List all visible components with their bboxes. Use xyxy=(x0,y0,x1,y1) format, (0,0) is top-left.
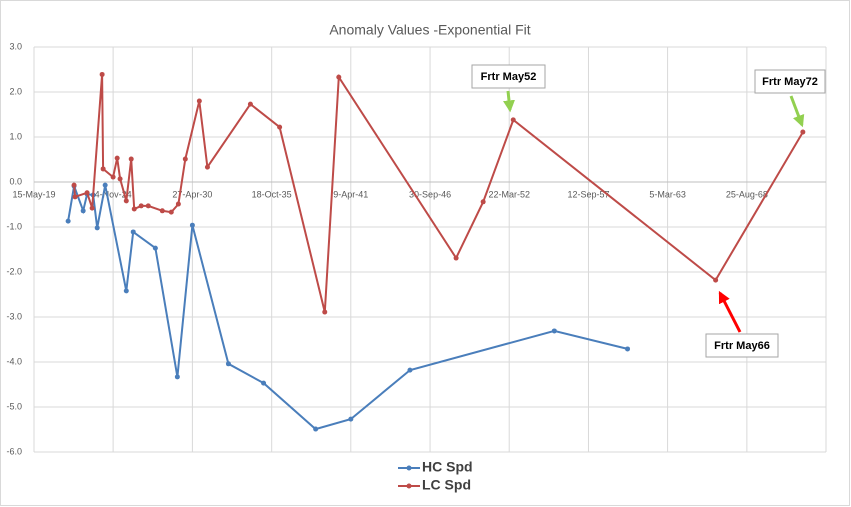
legend-label: LC Spd xyxy=(422,477,471,493)
chart-title: Anomaly Values -Exponential Fit xyxy=(329,22,530,38)
y-tick-label: 2.0 xyxy=(9,86,22,96)
data-point xyxy=(114,155,120,161)
annotation-arrow xyxy=(789,95,805,128)
data-point xyxy=(189,222,195,228)
legend-label: HC Spd xyxy=(422,459,473,475)
data-point xyxy=(128,156,134,162)
data-point xyxy=(131,206,137,212)
y-tick-label: -2.0 xyxy=(6,266,22,276)
data-point xyxy=(225,361,231,367)
annotation-arrow xyxy=(718,290,742,333)
data-point xyxy=(72,194,78,200)
data-point xyxy=(159,208,165,214)
data-point xyxy=(480,199,486,205)
data-point xyxy=(84,190,90,196)
data-point xyxy=(713,277,719,283)
data-point xyxy=(100,166,106,172)
x-tick-label: 30-Sep-46 xyxy=(409,189,451,199)
legend-item: LC Spd xyxy=(398,477,471,493)
legend-marker xyxy=(406,483,412,489)
data-point xyxy=(336,74,342,80)
data-point xyxy=(102,182,108,188)
data-point xyxy=(551,328,557,334)
x-tick-label: 25-Aug-68 xyxy=(726,189,768,199)
data-point xyxy=(182,156,188,162)
annotation-box xyxy=(705,333,779,358)
data-point xyxy=(123,288,129,294)
y-tick-label: -3.0 xyxy=(6,311,22,321)
data-point xyxy=(204,164,210,170)
y-tick-label: -1.0 xyxy=(6,221,22,231)
annotation-box xyxy=(754,69,826,94)
data-point xyxy=(348,416,354,422)
x-tick-label: 12-Sep-57 xyxy=(567,189,609,199)
x-tick-label: 4-Nov-24 xyxy=(95,189,132,199)
x-tick-label: 15-May-19 xyxy=(12,189,55,199)
data-point xyxy=(247,101,253,107)
data-point xyxy=(152,245,158,251)
legend-item: HC Spd xyxy=(398,459,473,475)
x-tick-label: 18-Oct-35 xyxy=(252,189,292,199)
data-point xyxy=(313,426,319,432)
data-point xyxy=(89,205,95,211)
annotation-label: Frtr May52 xyxy=(481,71,537,83)
y-tick-label: 1.0 xyxy=(9,131,22,141)
data-point xyxy=(65,218,71,224)
data-point xyxy=(145,203,151,209)
y-tick-label: -5.0 xyxy=(6,401,22,411)
x-tick-label: 9-Apr-41 xyxy=(333,189,368,199)
data-point xyxy=(407,367,413,373)
x-tick-label: 27-Apr-30 xyxy=(172,189,212,199)
data-point xyxy=(453,255,459,261)
data-point xyxy=(261,380,267,386)
data-point xyxy=(130,229,136,235)
x-tick-label: 5-Mar-63 xyxy=(649,189,686,199)
legend-marker xyxy=(406,465,412,471)
data-point xyxy=(322,309,328,315)
x-tick-label: 22-Mar-52 xyxy=(488,189,530,199)
y-tick-label: -4.0 xyxy=(6,356,22,366)
data-point xyxy=(138,203,144,209)
annotation-arrow xyxy=(503,90,515,113)
data-point xyxy=(277,124,283,130)
annotation-box xyxy=(471,64,546,89)
data-point xyxy=(123,198,129,204)
data-point xyxy=(175,201,181,207)
data-point xyxy=(625,346,631,352)
data-point xyxy=(800,129,806,135)
data-point xyxy=(196,98,202,104)
data-point xyxy=(71,182,77,188)
data-point xyxy=(117,176,123,182)
annotation-label: Frtr May66 xyxy=(714,340,770,352)
y-tick-label: 3.0 xyxy=(9,41,22,51)
data-point xyxy=(80,208,86,214)
annotation-label: Frtr May72 xyxy=(762,76,818,88)
data-point xyxy=(510,117,516,123)
data-point xyxy=(168,209,174,215)
y-tick-label: 0.0 xyxy=(9,176,22,186)
y-tick-label: -6.0 xyxy=(6,446,22,456)
data-point xyxy=(174,374,180,380)
data-point xyxy=(110,174,116,180)
data-point xyxy=(99,71,105,77)
data-point xyxy=(94,225,100,231)
